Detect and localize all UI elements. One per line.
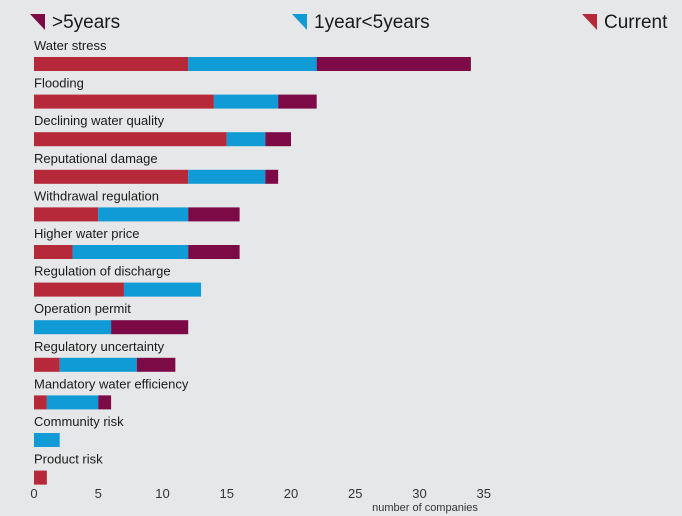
bar-segment [316,57,471,71]
x-axis-ticks: 0 5 10 15 20 25 30 35 [30,486,491,501]
bar-segment [34,433,60,447]
legend-swatch [292,14,307,30]
bar-segment [188,245,240,259]
legend-swatch [582,14,597,30]
bar-segment [34,57,189,71]
bar-segment [188,169,266,184]
bar-segment [123,282,202,297]
bar-segment [34,470,47,485]
bar-segment [34,395,47,410]
category-label: Withdrawal regulation [34,188,159,203]
legend-label: >5years [52,12,120,33]
category-label: Water stress [34,38,107,53]
category-label: Higher water price [34,226,140,241]
x-tick-label: 35 [477,486,491,501]
bar-segment [265,132,291,147]
legend-label: Current [604,12,668,33]
bar-segment [98,395,112,410]
bar-segment [34,169,189,184]
bar-segment [188,207,240,222]
x-tick-label: 0 [30,486,37,501]
category-label: Mandatory water efficiency [34,376,189,391]
bar-segment [34,282,124,297]
x-tick-label: 20 [284,486,298,501]
category-label: Regulatory uncertainty [34,339,165,354]
category-label: Flooding [34,76,84,91]
x-tick-label: 5 [95,486,102,501]
bar-segment [213,94,279,109]
bar-segment [34,245,73,259]
x-tick-label: 30 [412,486,426,501]
x-tick-label: 15 [220,486,234,501]
x-axis-label: number of companies [372,502,478,514]
legend-label: 1year<5years [314,12,430,33]
bar-segment [136,357,176,372]
category-label: Community risk [34,414,124,429]
legend-swatch [30,14,45,30]
category-label: Operation permit [34,301,131,316]
bar-segment [226,132,266,147]
bar-segment [98,207,189,222]
bar-segment [34,357,60,372]
bar-segment [59,357,137,372]
bar-segment [34,132,227,147]
category-label: Product risk [34,452,103,467]
bars [34,57,471,485]
bar-segment [72,245,189,259]
bar-segment [278,94,317,109]
category-labels: Water stress Flooding Declining water qual… [34,38,189,467]
bar-segment [265,169,279,184]
bar-segment [188,57,317,71]
x-tick-label: 25 [348,486,362,501]
bar-segment [46,395,99,410]
category-label: Declining water quality [34,113,165,128]
bar-segment [34,207,99,222]
bar-segment [111,320,189,335]
category-label: Regulation of discharge [34,264,171,279]
legend: >5years 1year<5years Current [30,12,668,33]
bar-segment [34,94,214,109]
category-label: Reputational damage [34,151,158,166]
bar-segment [34,320,112,335]
x-tick-label: 10 [155,486,169,501]
